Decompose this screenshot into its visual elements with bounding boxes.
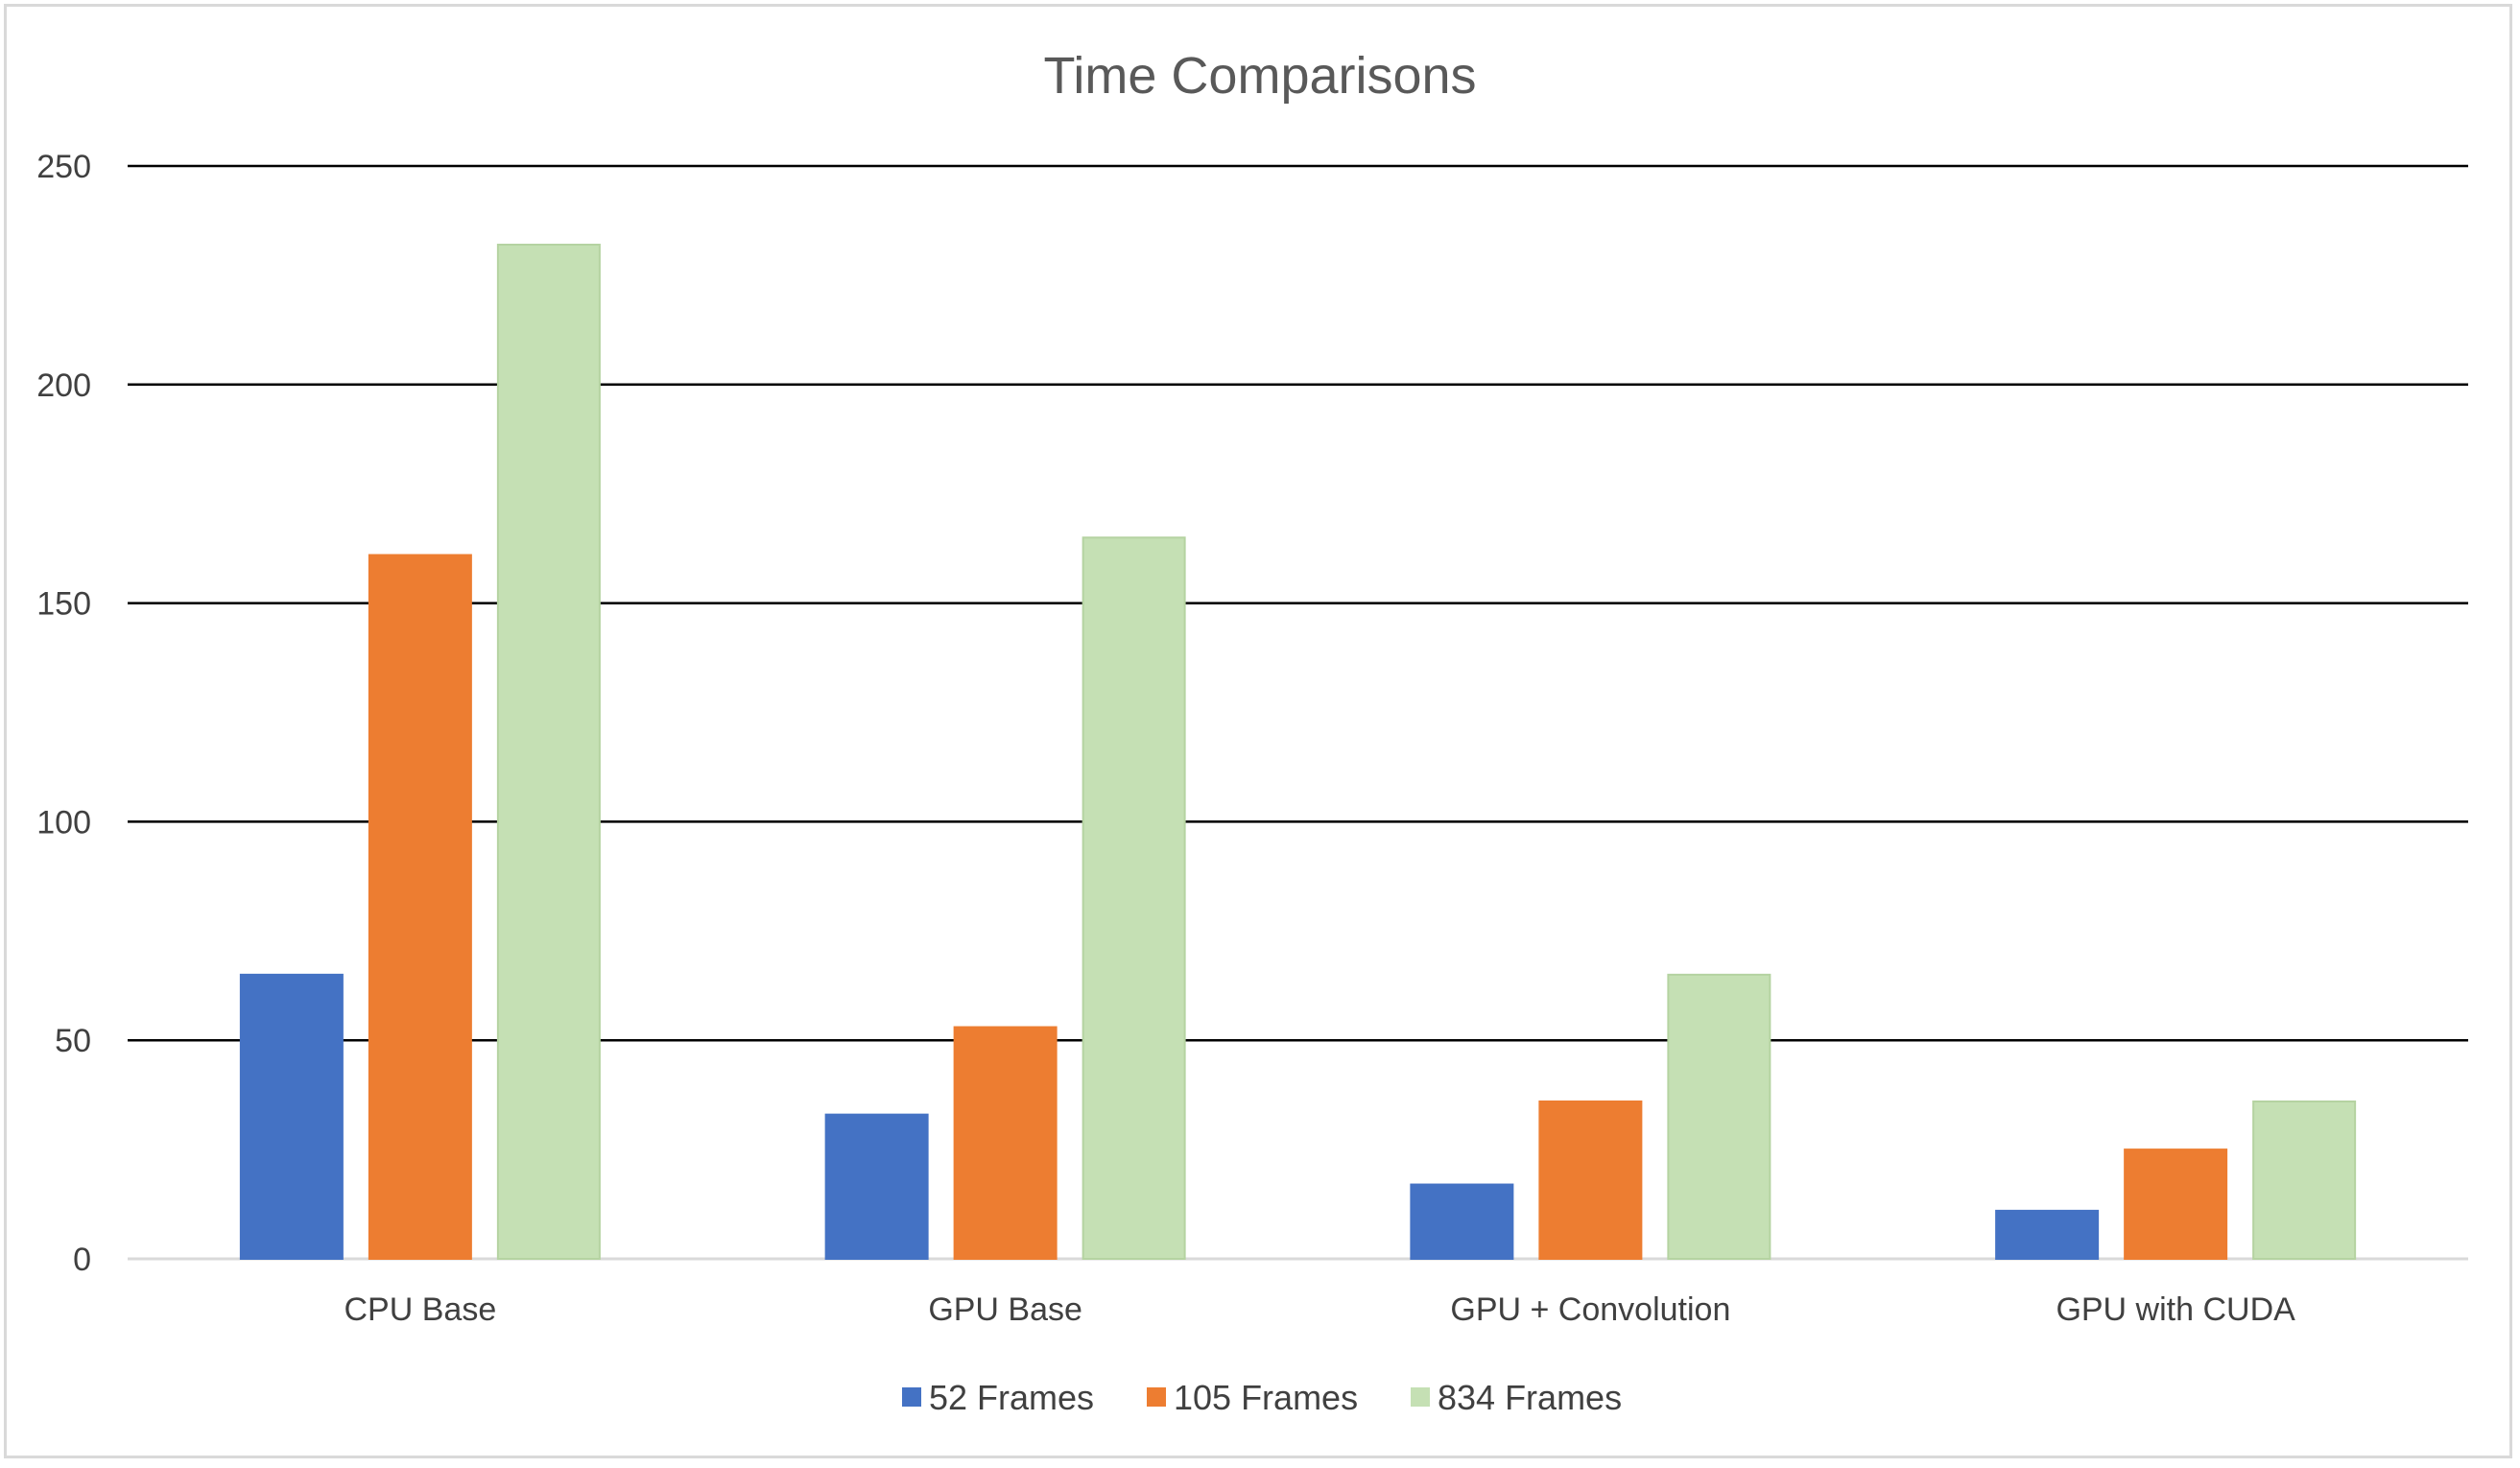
legend-label: 834 Frames	[1438, 1378, 1622, 1417]
bar-834-frames-cpu-base	[496, 244, 601, 1260]
legend-label: 105 Frames	[1174, 1378, 1358, 1417]
x-tick-label: GPU with CUDA	[2056, 1291, 2295, 1328]
chart-title: Time Comparisons	[1043, 47, 1476, 105]
gridlines	[128, 164, 2468, 1261]
bar-834-frames-gpu-convolution	[1667, 973, 1771, 1260]
legend: 52 Frames 105 Frames 834 Frames	[902, 1378, 1622, 1417]
bar-105-frames-gpu-convolution	[1538, 1100, 1643, 1261]
y-tick-label: 50	[55, 1023, 91, 1059]
legend-swatch	[902, 1387, 921, 1407]
bar-52-frames-gpu-convolution	[1410, 1183, 1514, 1260]
y-tick-label: 150	[36, 586, 91, 623]
legend-label: 52 Frames	[929, 1378, 1094, 1417]
bar-834-frames-gpu-with-cuda	[2252, 1100, 2357, 1261]
y-axis-ticks: 0 50 100 150 200 250	[36, 149, 91, 1278]
x-tick-label: GPU + Convolution	[1450, 1291, 1730, 1328]
bar-52-frames-cpu-base	[239, 973, 344, 1260]
y-tick-label: 200	[36, 367, 91, 404]
bar-105-frames-cpu-base	[368, 554, 472, 1260]
x-axis-ticks: CPU Base GPU Base GPU + Convolution GPU wit…	[345, 1291, 2296, 1328]
y-tick-label: 0	[73, 1242, 91, 1278]
x-tick-label: GPU Base	[928, 1291, 1082, 1328]
bar-52-frames-gpu-with-cuda	[1995, 1209, 2100, 1261]
bar-834-frames-gpu-base	[1082, 536, 1186, 1260]
bar-52-frames-gpu-base	[824, 1113, 929, 1260]
bar-105-frames-gpu-base	[953, 1026, 1058, 1260]
y-tick-label: 250	[36, 149, 91, 185]
legend-swatch	[1411, 1387, 1430, 1407]
bar-105-frames-gpu-with-cuda	[2124, 1148, 2228, 1260]
bars	[239, 244, 2357, 1261]
y-tick-label: 100	[36, 804, 91, 841]
legend-swatch	[1147, 1387, 1166, 1407]
x-tick-label: CPU Base	[345, 1291, 497, 1328]
